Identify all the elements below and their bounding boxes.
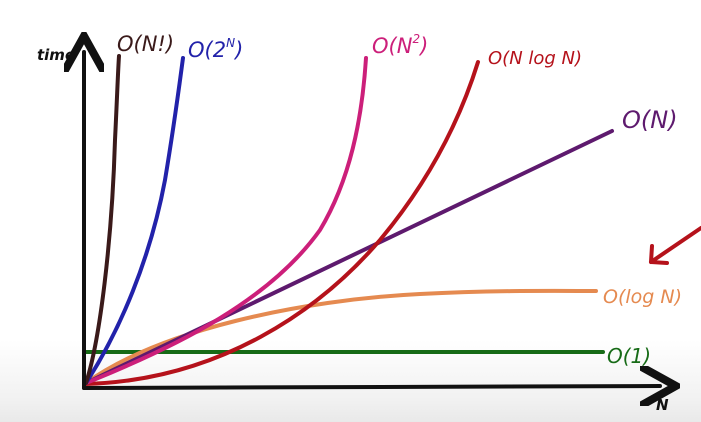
- series-label-ologn: O(log N): [603, 286, 682, 308]
- series-label-o1: O(1): [607, 344, 651, 368]
- annotation-arrow-shaft: [649, 226, 701, 264]
- label-part: O(2: [188, 38, 226, 62]
- y-axis-label: time: [37, 46, 75, 64]
- x-axis-label: N: [656, 396, 669, 414]
- annotation-arrow: [649, 226, 701, 265]
- series-line-onlogn: [84, 60, 480, 386]
- series-label-onfactorial: O(N!): [117, 32, 174, 56]
- series-line-onfactorial: [84, 54, 121, 385]
- label-superscript: 2: [412, 32, 420, 46]
- series-line-ologn: [84, 288, 598, 385]
- label-part: ): [418, 34, 428, 58]
- x-axis: [82, 386, 660, 388]
- annotation-arrow-head: [649, 244, 669, 265]
- label-superscript: N: [226, 36, 235, 50]
- series-line-o2n: [84, 56, 185, 385]
- label-part: O(N: [372, 34, 413, 58]
- series-line-on: [84, 129, 614, 385]
- series-label-o2n: O(2N): [188, 36, 243, 62]
- series-label-on2: O(N2): [372, 32, 428, 58]
- series-label-on: O(N): [622, 106, 678, 134]
- series-label-onlogn: O(N log N): [488, 48, 582, 69]
- series-line-on2: [84, 56, 368, 385]
- label-part: ): [233, 38, 243, 62]
